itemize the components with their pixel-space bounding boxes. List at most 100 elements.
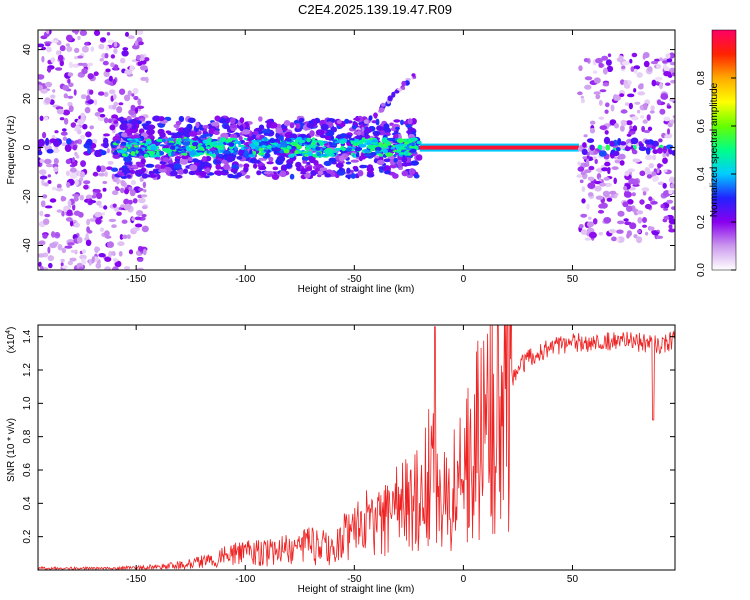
spectrogram-cell-1895 (409, 145, 414, 149)
spectrogram-cell-1703 (186, 137, 190, 142)
spectrogram-cell-1286 (215, 163, 221, 170)
spectrogram-cell-1927 (162, 138, 166, 143)
spectrogram-cell-2331 (604, 109, 609, 114)
spectrogram-cell-547 (38, 150, 43, 156)
spectrogram-cell-1046 (285, 163, 292, 169)
spectrogram-cell-2231 (627, 168, 635, 173)
spectrogram-cell-345 (84, 106, 91, 114)
spectrogram-cell-1767 (150, 151, 156, 154)
spectrogram-cell-2096 (645, 231, 649, 236)
spectrogram-cell-498 (139, 57, 145, 61)
spectrogram-cell-1075 (182, 126, 192, 134)
spectrogram-cell-492 (76, 236, 83, 244)
spectrogram-cell-379 (112, 203, 117, 208)
spectrogram-cell-322 (116, 178, 120, 185)
spectrogram-cell-1163 (338, 167, 344, 172)
spectrogram-cell-217 (98, 204, 103, 209)
spectrogram-cell-155 (70, 122, 77, 128)
spectrogram-cell-1472 (406, 130, 412, 134)
spectrogram-x-ticks: -150 -100 -50 0 50 (126, 30, 578, 285)
spectrogram-cell-1355 (131, 125, 137, 130)
spectrogram-cell-1912 (285, 138, 292, 142)
spectrogram-cell-2074 (589, 120, 596, 125)
spectrogram-cell-1379 (375, 118, 380, 126)
spectrogram-cell-267 (43, 158, 52, 165)
spectrogram-cell-1950 (127, 141, 131, 145)
spectrogram-cell-428 (108, 75, 113, 82)
spectrogram-cell-1330 (213, 130, 220, 135)
spectrogram-cell-115 (119, 88, 126, 95)
spectrogram-cell-2137 (636, 109, 641, 114)
spectrogram-cell-527 (104, 230, 110, 238)
spectrogram-cell-1864 (210, 138, 218, 142)
spectrogram-cell-269 (38, 261, 42, 268)
spectrogram-cell-356 (99, 227, 105, 232)
spectrogram-cell-2379 (620, 141, 627, 146)
snr-y-tick-label-5: 1.2 (22, 363, 33, 377)
spectrogram-cell-1915 (408, 142, 416, 146)
spectrogram-cell-2190 (642, 217, 647, 223)
spectrogram-cell-480 (134, 216, 142, 221)
spectrogram-cell-471 (139, 176, 144, 182)
spectrogram-cell-1431 (400, 119, 404, 126)
spectrogram-cell-1390 (187, 157, 193, 162)
spectrogram-cell-534 (110, 54, 116, 59)
spectrogram-cell-1939 (180, 150, 187, 153)
spectrogram-cell-2293 (663, 116, 671, 122)
spectrogram-y-tick-label-2: 0 (22, 144, 33, 150)
spectrogram-cell-1947 (305, 147, 310, 151)
spectrogram-cell-2116 (646, 114, 651, 121)
spectrogram-cell-1114 (309, 130, 315, 137)
spectrogram-cell-328 (71, 30, 80, 33)
spectrogram-cell-291 (81, 45, 89, 53)
spectrogram-cell-906 (366, 164, 374, 171)
spectrogram-cell-490 (107, 241, 114, 249)
spectrogram-cell-2252 (670, 183, 675, 189)
spectrogram-cell-446 (67, 200, 72, 207)
spectrogram-cell-64 (119, 234, 124, 240)
spectrogram-cell-2089 (577, 91, 583, 96)
spectrogram-cell-2308 (651, 231, 660, 236)
spectrogram-cell-496 (122, 234, 128, 239)
spectrogram-cell-1445 (258, 116, 263, 122)
spectrogram-cell-1292 (263, 132, 269, 136)
spectrogram-cell-2384 (391, 91, 396, 98)
spectrogram-cell-2081 (637, 217, 643, 224)
spectrogram-cell-300 (90, 46, 95, 52)
spectrogram-cell-1931 (137, 148, 143, 152)
spectrogram-cell-519 (85, 131, 92, 138)
spectrogram-cell-1272 (383, 158, 392, 163)
spectrogram-cell-1652 (232, 151, 238, 155)
spectrogram-cell-2359 (638, 146, 647, 152)
spectrogram-cell-2213 (577, 161, 582, 166)
spectrogram-cell-1742 (169, 145, 177, 150)
spectrogram-cell-1221 (154, 164, 162, 169)
spectrogram-cell-138 (50, 94, 56, 99)
spectrogram-tone (419, 145, 579, 150)
spectrogram-cell-1446 (403, 121, 409, 125)
spectrogram-cell-1112 (336, 169, 346, 176)
spectrogram-cell-2266 (609, 190, 617, 195)
spectrogram-cell-381 (99, 113, 106, 118)
spectrogram-cell-410 (46, 30, 50, 34)
spectrogram-cell-589 (139, 118, 146, 122)
spectrogram-cell-2179 (620, 109, 628, 114)
spectrogram-cell-408 (68, 61, 73, 69)
spectrogram-cell-426 (42, 233, 48, 239)
spectrogram-cell-2337 (663, 215, 670, 220)
spectrogram-cell-2410 (401, 86, 406, 90)
spectrogram-cell-2321 (671, 72, 675, 77)
spectrogram-cell-473 (89, 89, 94, 95)
spectrogram-cell-2421 (378, 107, 385, 113)
snr-panel: -150 -100 -50 0 50 0.2 0.4 0.6 0.8 1.0 1.2 1.4 Hei… (5, 324, 676, 595)
spectrogram-x-tick-label-3: 0 (461, 274, 467, 285)
spectrogram-cell-1819 (366, 144, 374, 149)
spectrogram-cell-1327 (378, 166, 387, 170)
spectrogram-cell-2107 (660, 204, 665, 209)
spectrogram-cell-2050 (613, 177, 617, 185)
spectrogram-cell-1210 (239, 124, 244, 132)
spectrogram-cell-1406 (350, 159, 359, 163)
spectrogram-cell-1801 (378, 153, 383, 157)
spectrogram-cell-2347 (595, 57, 603, 64)
spectrogram-cell-1856 (329, 153, 335, 157)
